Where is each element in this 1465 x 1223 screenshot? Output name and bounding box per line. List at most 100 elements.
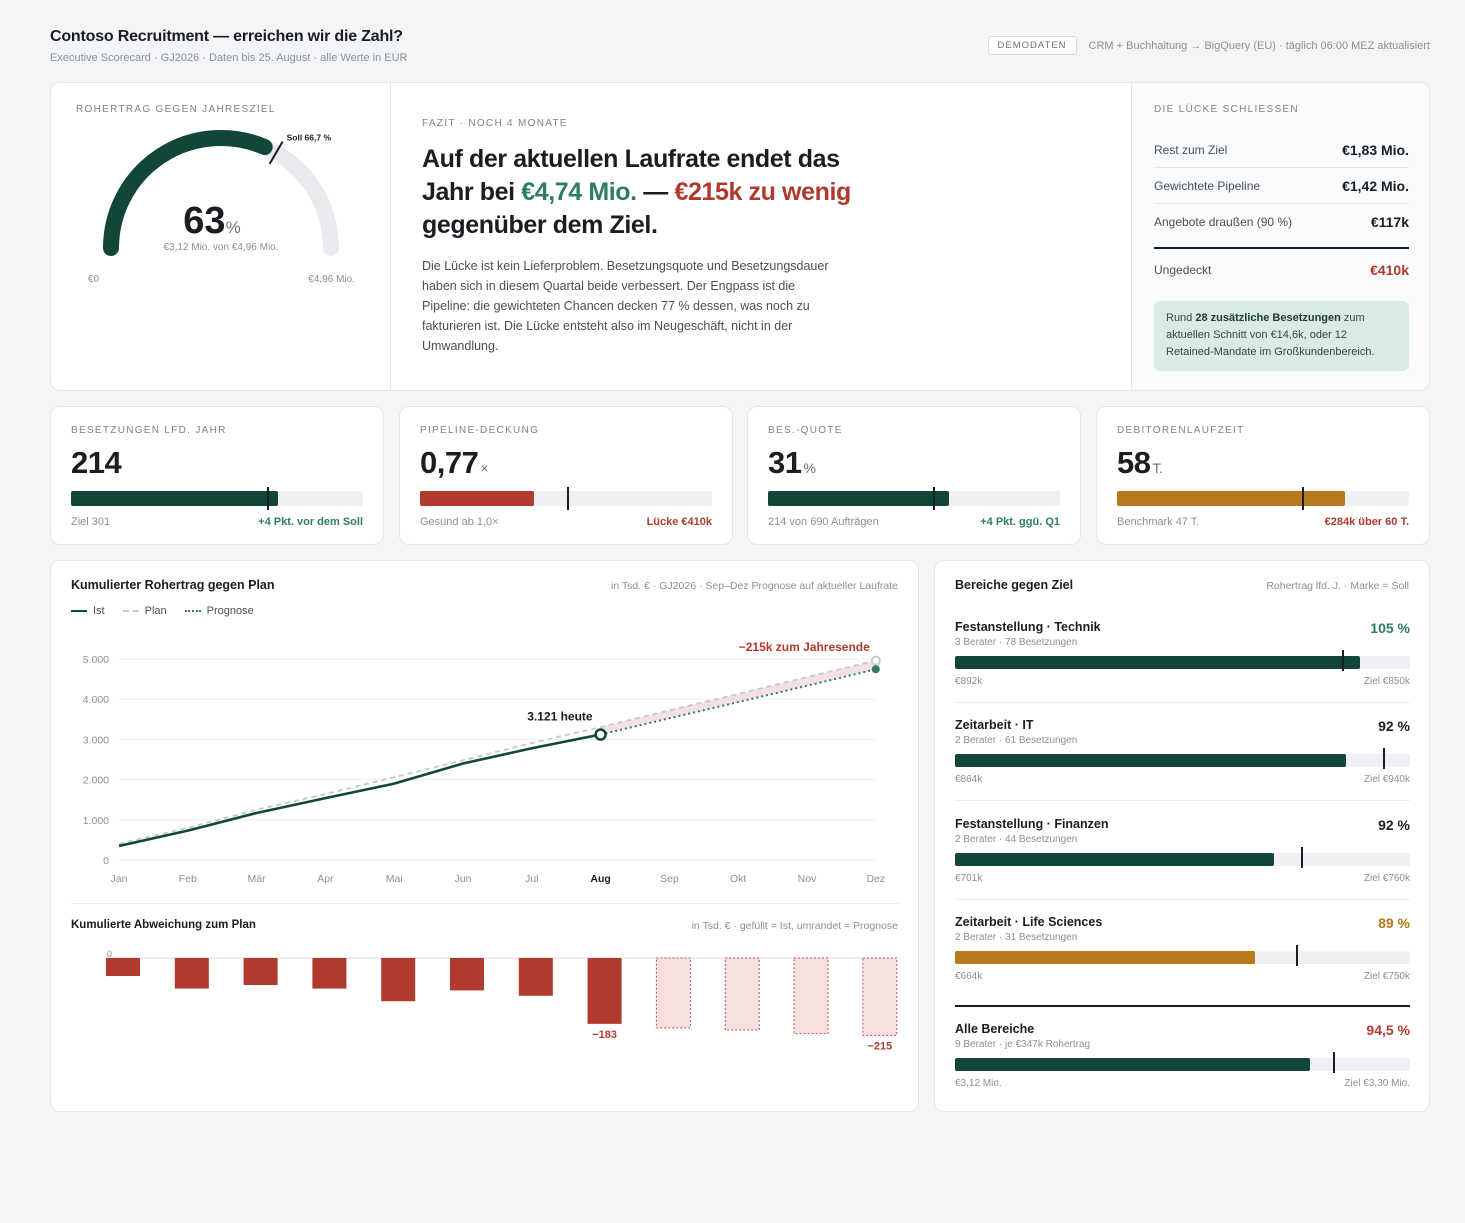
area-actual: €892k: [955, 676, 983, 687]
area-pct: 94,5 %: [1366, 1022, 1410, 1038]
area-meta: 3 Berater · 78 Besetzungen: [955, 637, 1078, 648]
kpi-value: 31%: [768, 445, 816, 480]
gauge-min-label: €0: [88, 274, 100, 285]
area-bar-fill: [955, 853, 1274, 866]
gauge-detail: €3,12 Mio. von €4,96 Mio.: [163, 242, 278, 253]
verdict-body: Die Lücke ist kein Lieferproblem. Besetz…: [422, 259, 829, 353]
kpi-eyebrow: BES.-QUOTE: [768, 425, 843, 436]
area-name: Zeitarbeit · Life Sciences: [955, 915, 1103, 929]
kpi-footer-left: Ziel 301: [71, 516, 111, 528]
gauge-eyebrow: ROHERTRAG GEGEN JAHRESZIEL: [76, 104, 276, 115]
zero-label: 0: [107, 949, 112, 959]
gap-row: Angebote draußen (90 %) €117k: [1154, 214, 1409, 230]
x-tick-label: Jan: [111, 873, 128, 885]
area-meta: 2 Berater · 44 Besetzungen: [955, 834, 1078, 845]
kpi-footer-left: Gesund ab 1,0×: [420, 516, 499, 528]
area-target: Ziel €940k: [1363, 774, 1410, 785]
kpi-footer: Gesund ab 1,0× Lücke €410k: [420, 516, 712, 528]
forecast-deviation-bar: [862, 957, 898, 1036]
x-tick-label: Sep: [660, 873, 679, 885]
gauge-unit: %: [226, 218, 241, 237]
kpi-footer: Ziel 301 +4 Pkt. vor dem Soll: [71, 516, 363, 528]
x-tick-label: Jul: [525, 873, 538, 885]
areas-title: Bereiche gegen Ziel: [955, 578, 1074, 592]
gauge-chart: Soll 66,7 % 63% €3,12 Mio. von €4,96 Mio…: [88, 130, 355, 285]
x-tick-label: Mai: [386, 873, 403, 885]
bar-chart-note: in Tsd. € · gefüllt = Ist, umrandet = Pr…: [691, 920, 898, 932]
kpi-bar-fill: [768, 491, 950, 506]
kpi-value: 58 T.: [1117, 445, 1163, 480]
kpi-footer-right: +4 Pkt. vor dem Soll: [258, 516, 363, 528]
area-target-mark: [1296, 945, 1299, 966]
gap-value: €215k zu wenig: [674, 178, 851, 206]
area-target-mark: [1341, 650, 1344, 671]
area-name: Zeitarbeit · IT: [955, 718, 1034, 732]
page-subtitle: Executive Scorecard · GJ2026 · Daten bis…: [50, 52, 408, 64]
area-name: Festanstellung · Finanzen: [955, 817, 1109, 831]
area-bar: [955, 847, 1410, 868]
kpi-unit: ×: [480, 460, 489, 476]
kpi-footer-left: 214 von 690 Aufträgen: [768, 516, 879, 528]
gap-shading: [600, 660, 876, 735]
kpi-footer-right: €284k über 60 T.: [1324, 516, 1409, 528]
y-tick-label: 1.000: [83, 815, 109, 827]
kpi-unit: %: [803, 460, 816, 476]
gauge-max-label: €4,96 Mio.: [308, 274, 355, 285]
forecast-deviation-bar: [724, 957, 760, 1031]
area-meta: 2 Berater · 61 Besetzungen: [955, 735, 1078, 746]
kpi-footer: Benchmark 47 T. €284k über 60 T.: [1117, 516, 1409, 528]
page-title: Contoso Recruitment — erreichen wir die …: [50, 28, 403, 45]
y-tick-label: 3.000: [83, 734, 109, 746]
actual-deviation-bar: [174, 958, 209, 989]
legend-item-plan: Plan: [122, 605, 167, 617]
area-target-mark: [1300, 847, 1303, 868]
series-prognose-line: [600, 668, 877, 736]
area-row: Festanstellung · Technik 105 % 3 Berater…: [955, 620, 1410, 703]
x-tick-label: Apr: [317, 873, 334, 885]
x-tick-label: Okt: [730, 873, 746, 885]
verdict-panel: FAZIT · NOCH 4 MONATE Auf der aktuellen …: [391, 83, 1131, 390]
today-annotation: 3.121 heute: [527, 710, 593, 724]
kpi-bar: [420, 487, 712, 510]
area-actual: €701k: [955, 873, 983, 884]
area-pct: 89 %: [1378, 915, 1410, 931]
actual-deviation-bar: [518, 958, 553, 996]
gap-row: Gewichtete Pipeline €1,42 Mio.: [1154, 168, 1409, 204]
area-total-row: Alle Bereiche 94,5 % 9 Berater · je €347…: [955, 1022, 1410, 1112]
areas-total-divider: [955, 1005, 1410, 1007]
gauge-target-mark: [268, 141, 284, 165]
y-tick-label: 2.000: [83, 775, 109, 787]
areas-card: Bereiche gegen Ziel Rohertrag lfd. J. · …: [934, 560, 1430, 1112]
area-actual: €864k: [955, 774, 983, 785]
gap-row: Rest zum Ziel €1,83 Mio.: [1154, 132, 1409, 168]
plan-end-point: [870, 655, 881, 666]
data-source-note: CRM + Buchhaltung → BigQuery (EU) · tägl…: [1088, 39, 1430, 52]
area-target: Ziel €850k: [1363, 676, 1410, 687]
area-meta: 9 Berater · je €347k Rohertrag: [955, 1039, 1091, 1050]
kpi-target-mark: [932, 487, 935, 510]
kpi-eyebrow: DEBITORENLAUFZEIT: [1117, 425, 1245, 436]
area-target: Ziel €750k: [1363, 971, 1410, 982]
kpi-card-dso: DEBITORENLAUFZEIT 58 T. Benchmark 47 T. €284…: [1096, 406, 1430, 545]
demo-badge: DEMODATEN: [987, 36, 1077, 55]
y-tick-label: 5.000: [83, 654, 109, 666]
bar-value-label: −215: [867, 1040, 892, 1052]
charts-svg: 0 1.000 2.000 3.000 4.000 5.000 Jan Feb Mär Apr Ma…: [83, 640, 898, 1052]
series-ist-line: [118, 733, 601, 848]
x-tick-label: Aug: [590, 873, 610, 885]
gap-total-row: Ungedeckt €410k: [1154, 247, 1409, 291]
area-actual: €3,12 Mio.: [955, 1078, 1002, 1089]
year-end-gap-annotation: −215k zum Jahresende: [739, 640, 870, 654]
kpi-target-mark: [567, 487, 570, 510]
area-bar-fill: [955, 754, 1347, 767]
kpi-card-placements: BESETZUNGEN LFD. JAHR 214 Ziel 301 +4 Pkt. …: [50, 406, 384, 545]
svg-text:63%: 63%: [183, 200, 240, 242]
actual-deviation-bar: [381, 958, 416, 1002]
kpi-value: 0,77 ×: [420, 445, 489, 480]
area-name: Alle Bereiche: [955, 1022, 1035, 1036]
kpi-unit: T.: [1152, 460, 1163, 476]
area-meta: 2 Berater · 31 Besetzungen: [955, 932, 1078, 943]
area-pct: 92 %: [1378, 817, 1410, 833]
area-pct: 92 %: [1378, 718, 1410, 734]
area-pct: 105 %: [1370, 620, 1410, 636]
